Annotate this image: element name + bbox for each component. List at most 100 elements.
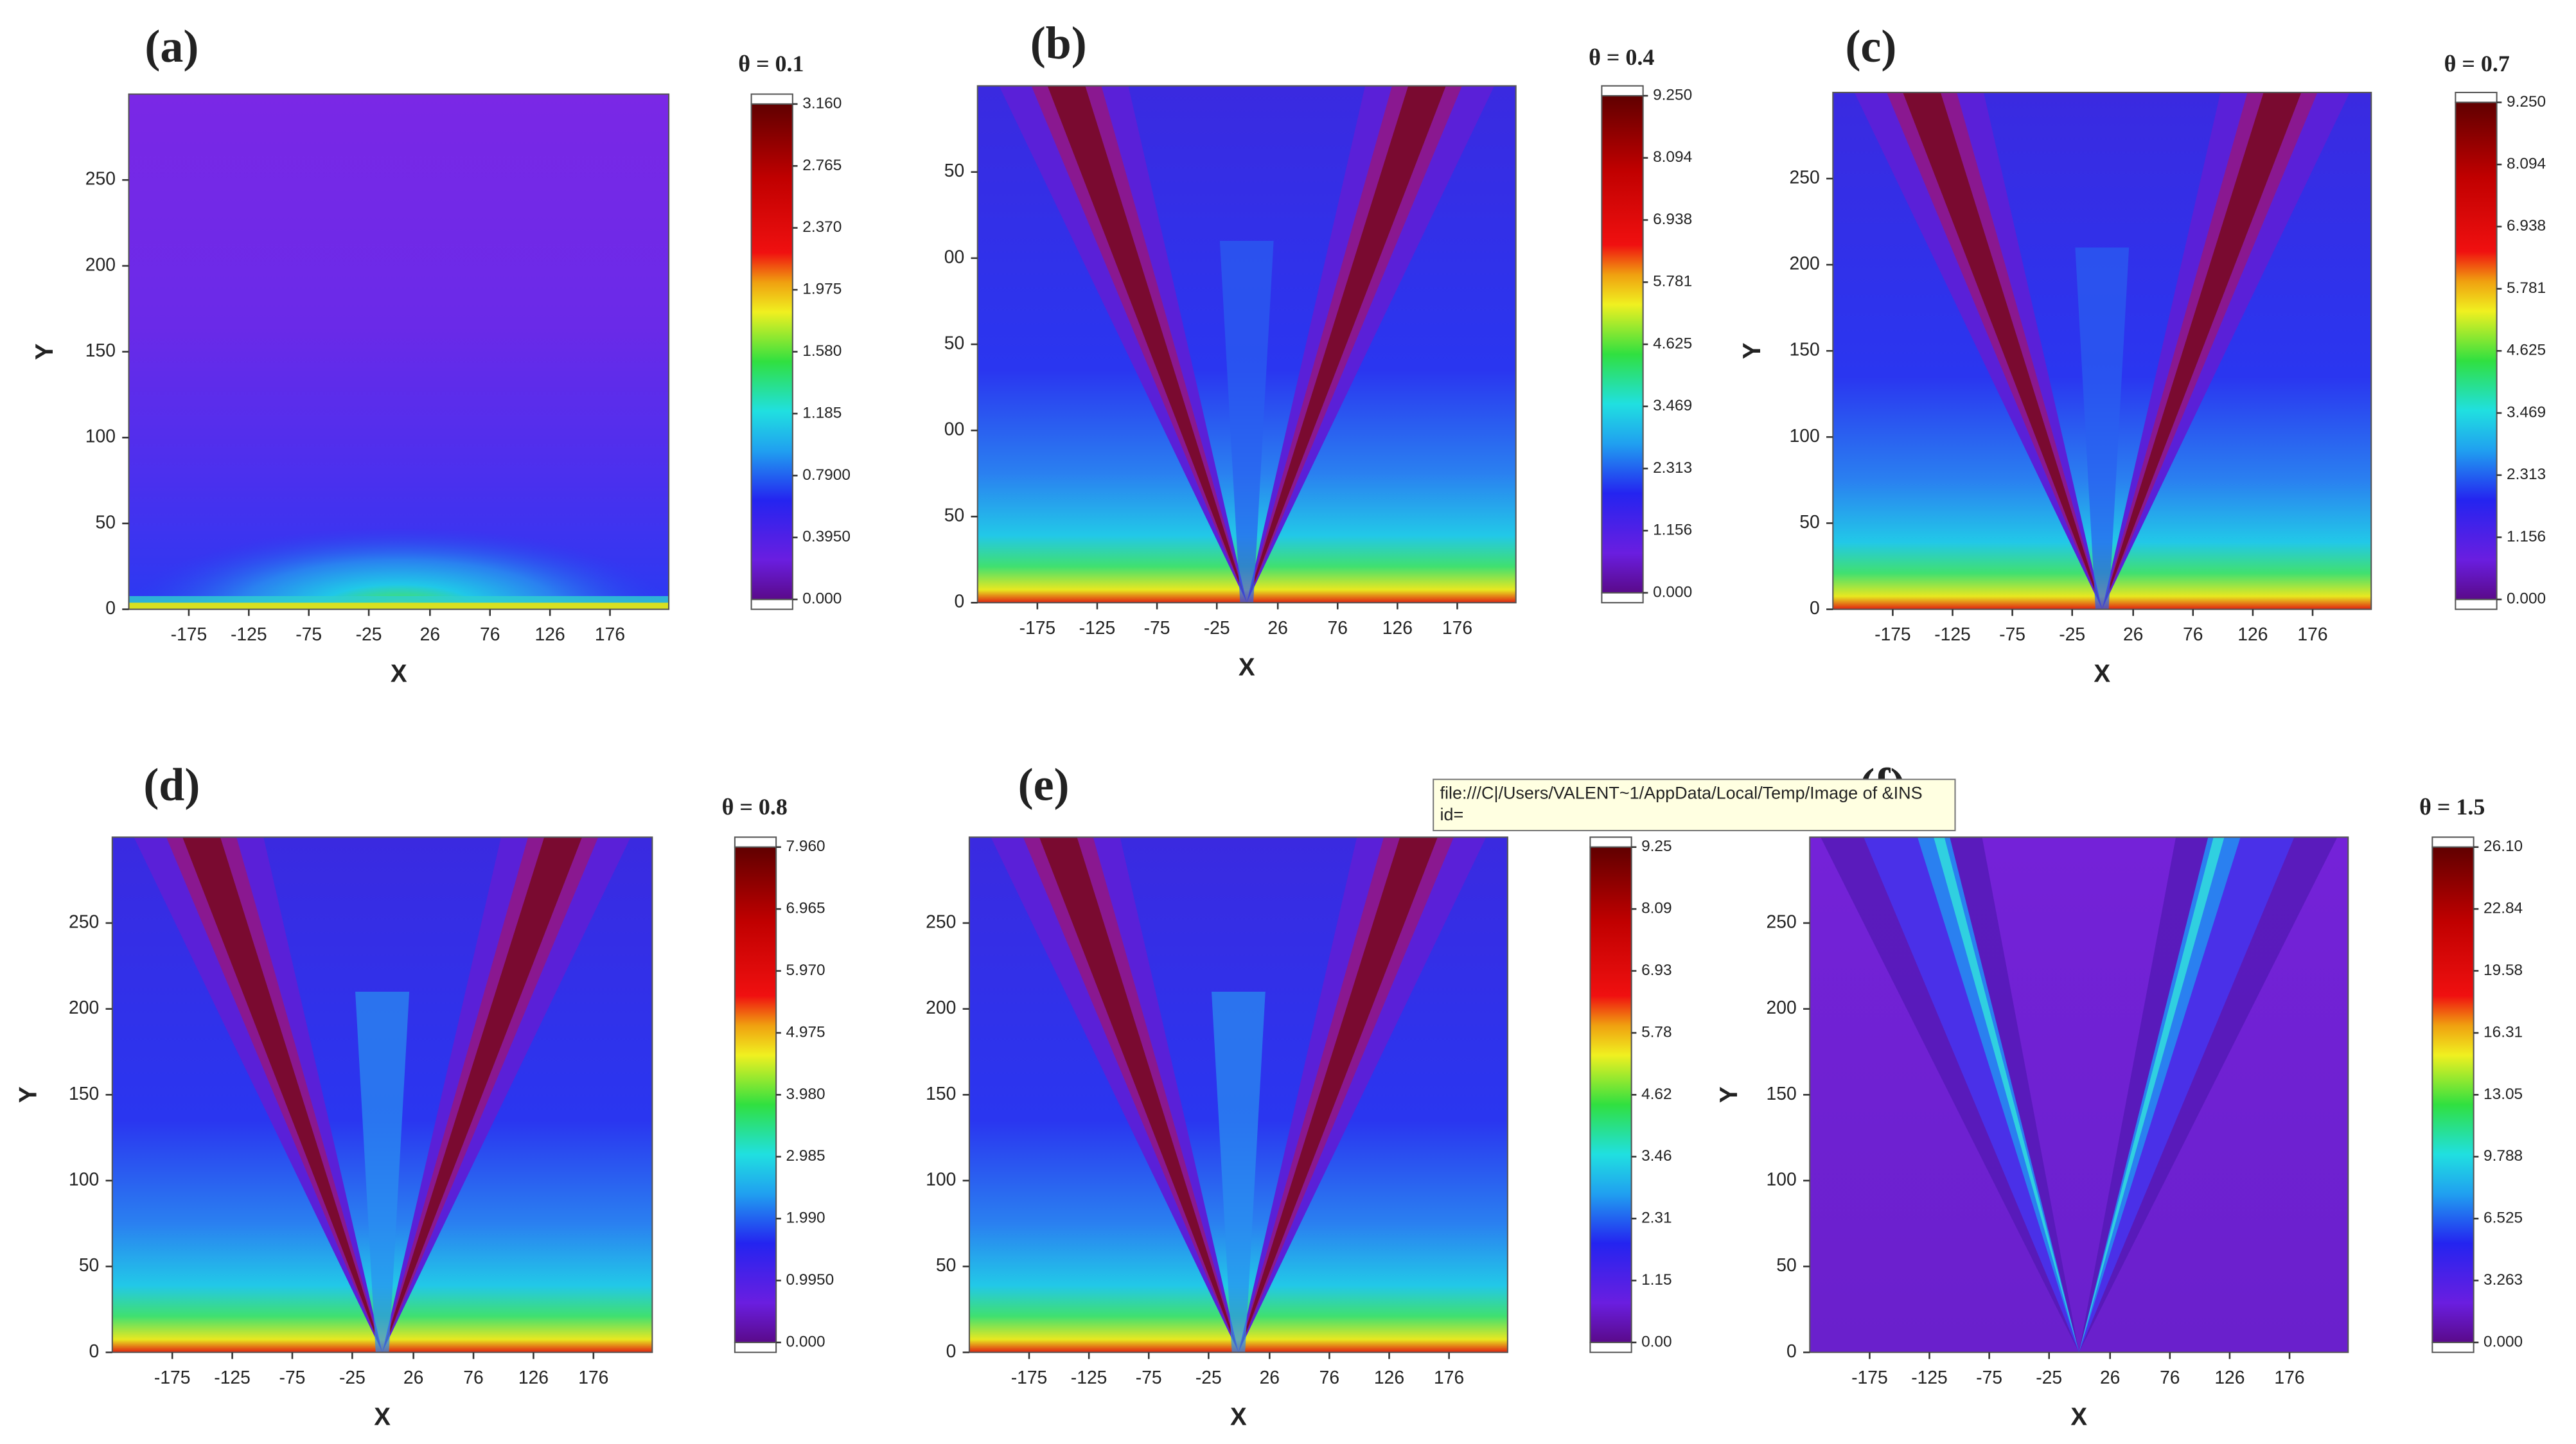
colorbar-title: θ = 0.8 xyxy=(722,794,788,820)
colorbar-tick-label: 4.625 xyxy=(2507,342,2546,359)
y-tick-label: 200 xyxy=(69,997,99,1017)
y-tick-label: 0 xyxy=(1786,1341,1797,1361)
x-tick-label: -75 xyxy=(1144,617,1170,638)
colorbar-cap xyxy=(2431,836,2475,848)
x-tick-label: 126 xyxy=(2214,1367,2245,1387)
x-tick-label: -125 xyxy=(214,1367,251,1387)
y-tick-label: 50 xyxy=(95,511,115,532)
panel-label: (c) xyxy=(1845,21,1896,72)
colorbar-tick-label: 19.58 xyxy=(2483,962,2523,979)
colorbar-tick-label: 26.10 xyxy=(2483,838,2523,855)
colorbar-tick-label: 6.938 xyxy=(1653,211,1692,228)
x-tick-label: 76 xyxy=(2183,624,2203,644)
colorbar-tick-label: 3.160 xyxy=(802,94,842,112)
colorbar xyxy=(2431,846,2475,1343)
x-tick-label: -75 xyxy=(1136,1367,1162,1387)
x-tick-label: 76 xyxy=(480,624,500,644)
colorbar-tick-label: 16.31 xyxy=(2483,1023,2523,1041)
colorbar-tick-label: 6.965 xyxy=(786,900,825,917)
x-tick-label: -125 xyxy=(1071,1367,1107,1387)
contour-field xyxy=(128,444,669,610)
colorbar-tick-label: 4.62 xyxy=(1641,1086,1672,1103)
x-tick-label: 176 xyxy=(2297,624,2327,644)
colorbar-tick-label: 3.469 xyxy=(2507,403,2546,421)
colorbar-tick-label: 1.156 xyxy=(2507,528,2546,545)
contour-ray xyxy=(1246,85,1462,603)
x-tick-label: -25 xyxy=(2059,624,2085,644)
y-tick-label: 150 xyxy=(69,1083,99,1104)
colorbar xyxy=(734,846,777,1343)
x-tick-label: 26 xyxy=(420,624,440,644)
colorbar-tick-label: 0.000 xyxy=(1653,583,1692,601)
contour-ray xyxy=(1887,92,2103,610)
colorbar-tick-label: 0.000 xyxy=(2507,590,2546,608)
colorbar-title: θ = 0.4 xyxy=(1589,44,1654,70)
x-tick-label: -125 xyxy=(231,624,267,644)
colorbar-tick-label: 4.625 xyxy=(1653,335,1692,352)
colorbar-tick-label: 0.3950 xyxy=(802,528,851,545)
x-tick-label: 76 xyxy=(463,1367,483,1387)
contour-ray xyxy=(2079,837,2225,1353)
contour-ray xyxy=(134,837,383,1353)
y-tick-label: 100 xyxy=(85,426,116,446)
colorbar-tick-label: 8.09 xyxy=(1641,900,1672,917)
colorbar-tick-label: 7.960 xyxy=(786,838,825,855)
colorbar-tick-label: 9.788 xyxy=(2483,1147,2523,1165)
x-tick-label: 26 xyxy=(2123,624,2143,644)
y-tick-label: 50 xyxy=(944,332,964,353)
colorbar xyxy=(2455,101,2498,601)
colorbar-cap xyxy=(2455,599,2498,610)
colorbar-cap xyxy=(1601,592,1644,604)
x-tick-label: -75 xyxy=(296,624,322,644)
x-tick-label: 126 xyxy=(1382,617,1413,638)
colorbar xyxy=(1601,95,1644,594)
contour-field xyxy=(355,991,410,1353)
colorbar-tick-label: 0.9950 xyxy=(786,1271,834,1289)
x-tick-label: -25 xyxy=(2036,1367,2062,1387)
contour-ray xyxy=(382,837,599,1353)
colorbar-tick-label: 3.46 xyxy=(1641,1147,1672,1165)
y-tick-label: 200 xyxy=(1790,253,1820,274)
x-tick-label: 26 xyxy=(1267,617,1287,638)
y-tick-label: 50 xyxy=(1799,511,1819,532)
x-tick-label: 76 xyxy=(1319,1367,1339,1387)
y-tick-label: 00 xyxy=(944,419,964,439)
x-tick-label: 176 xyxy=(578,1367,608,1387)
colorbar-cap xyxy=(1589,1341,1632,1353)
x-tick-label: -175 xyxy=(1875,624,1911,644)
y-tick-label: 0 xyxy=(954,591,964,612)
colorbar-tick-label: 9.250 xyxy=(2507,93,2546,110)
panel-label: (d) xyxy=(143,759,200,810)
colorbar-tick-label: 2.985 xyxy=(786,1147,825,1165)
colorbar-tick-label: 0.7900 xyxy=(802,466,851,484)
colorbar-tick-label: 3.263 xyxy=(2483,1271,2523,1289)
colorbar-cap xyxy=(1589,836,1632,848)
y-tick-label: 100 xyxy=(69,1168,99,1189)
colorbar xyxy=(750,103,793,601)
tooltip-line: id= xyxy=(1440,805,1463,824)
colorbar-cap xyxy=(734,1341,777,1353)
contour-ray xyxy=(382,837,631,1353)
contour-ray xyxy=(999,85,1247,603)
colorbar-tick-label: 6.938 xyxy=(2507,217,2546,234)
contour-ray xyxy=(1039,837,1239,1353)
y-tick-label: 100 xyxy=(926,1168,956,1189)
colorbar-tick-label: 3.980 xyxy=(786,1086,825,1103)
contour-ray xyxy=(1903,92,2103,610)
y-tick-label: 250 xyxy=(1790,167,1820,188)
colorbar-tick-label: 3.469 xyxy=(1653,397,1692,414)
colorbar-tick-label: 0.00 xyxy=(1641,1333,1672,1350)
y-tick-label: 50 xyxy=(944,505,964,525)
y-axis-label: Y xyxy=(31,343,58,360)
panel-label: (b) xyxy=(1030,17,1087,69)
colorbar-cap xyxy=(1601,85,1644,97)
y-tick-label: 50 xyxy=(1776,1255,1796,1275)
y-tick-label: 0 xyxy=(1810,597,1820,618)
y-tick-label: 200 xyxy=(926,997,956,1017)
colorbar-tick-label: 2.765 xyxy=(802,157,842,174)
x-tick-label: 76 xyxy=(1328,617,1348,638)
x-tick-label: -175 xyxy=(1019,617,1056,638)
colorbar-tick-label: 0.000 xyxy=(786,1333,825,1350)
y-tick-label: 150 xyxy=(1790,339,1820,360)
y-axis-label: Y xyxy=(14,1086,42,1103)
